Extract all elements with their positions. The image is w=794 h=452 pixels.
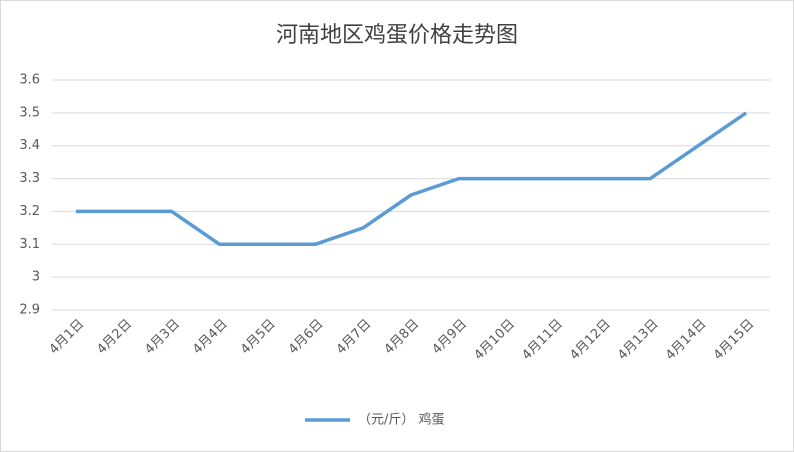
y-tick-label: 3.5 <box>19 105 40 120</box>
y-tick-label: 3 <box>32 270 40 285</box>
chart-title: 河南地区鸡蛋价格走势图 <box>276 23 518 48</box>
y-tick-label: 3.4 <box>19 138 40 153</box>
y-tick-label: 3.1 <box>19 237 40 252</box>
y-tick-label: 3.3 <box>19 171 40 186</box>
legend-label: （元/斤） 鸡蛋 <box>358 412 445 428</box>
y-tick-label: 3.2 <box>19 204 40 219</box>
y-tick-label: 3.6 <box>19 73 40 88</box>
y-tick-label: 2.9 <box>19 303 40 318</box>
line-series <box>75 111 748 247</box>
